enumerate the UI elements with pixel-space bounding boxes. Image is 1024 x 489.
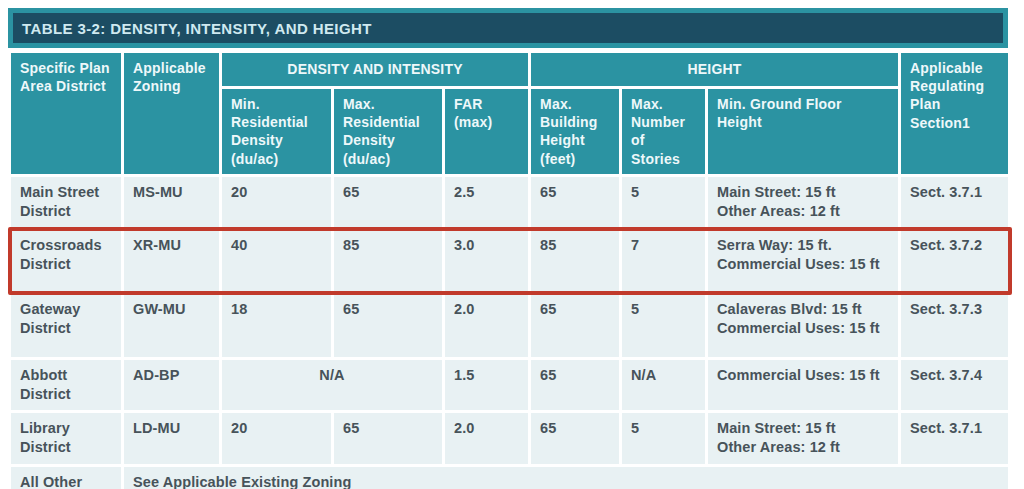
cell-min-density: 20 bbox=[221, 175, 333, 228]
cell-max-stories: 5 bbox=[621, 175, 707, 228]
col-group-density-and-intensity: DENSITY AND INTENSITY bbox=[221, 52, 530, 88]
cell-max-height: 85 bbox=[530, 229, 621, 293]
cell-district: Crossroads District bbox=[10, 229, 123, 293]
cell-max-stories: 7 bbox=[621, 229, 707, 293]
cell-district: Gateway District bbox=[10, 293, 123, 359]
cell-max-density: 65 bbox=[333, 412, 444, 465]
col-header-max-number-of-stories: Max. Number of Stories bbox=[621, 88, 707, 176]
cell-section: Sect. 3.7.1 bbox=[900, 412, 1010, 465]
table-row-gateway: Gateway District GW-MU 18 65 2.0 65 5 Ca… bbox=[10, 293, 1010, 359]
cell-max-density: 65 bbox=[333, 293, 444, 359]
cell-district: Abbott District bbox=[10, 359, 123, 412]
cell-far: 3.0 bbox=[444, 229, 530, 293]
cell-far: 2.5 bbox=[444, 175, 530, 228]
table-row-abbott: Abbott District AD-BP N/A 1.5 65 N/A Com… bbox=[10, 359, 1010, 412]
cell-combined-density-na: N/A bbox=[221, 359, 444, 412]
cell-max-height: 65 bbox=[530, 359, 621, 412]
col-header-min-residential-density: Min. Residential Density (du/ac) bbox=[221, 88, 333, 176]
cell-section: Sect. 3.7.1 bbox=[900, 175, 1010, 228]
zoning-table: Specific Plan Area District Applicable Z… bbox=[8, 50, 1011, 489]
table-row-crossroads: Crossroads District XR-MU 40 85 3.0 85 7… bbox=[10, 229, 1010, 293]
table-title-bar: TABLE 3-2: DENSITY, INTENSITY, AND HEIGH… bbox=[8, 8, 1008, 48]
col-group-height: HEIGHT bbox=[530, 52, 900, 88]
cell-district: Library District bbox=[10, 412, 123, 465]
cell-far: 2.0 bbox=[444, 293, 530, 359]
table-row-all-other-areas: All Other Areas See Applicable Existing … bbox=[10, 465, 1010, 489]
cell-ground-floor: Calaveras Blvd: 15 ft Commercial Uses: 1… bbox=[707, 293, 900, 359]
cell-zoning: MS-MU bbox=[123, 175, 221, 228]
col-header-applicable-regulating-plan-section: Applicable Regulating Plan Section1 bbox=[900, 52, 1010, 176]
col-header-applicable-zoning: Applicable Zoning bbox=[123, 52, 221, 176]
cell-max-height: 65 bbox=[530, 412, 621, 465]
table-row-library: Library District LD-MU 20 65 2.0 65 5 Ma… bbox=[10, 412, 1010, 465]
table-row-main-street: Main Street District MS-MU 20 65 2.5 65 … bbox=[10, 175, 1010, 228]
cell-max-stories: 5 bbox=[621, 412, 707, 465]
col-header-far-max: FAR (max) bbox=[444, 88, 530, 176]
cell-existing-zoning-note: See Applicable Existing Zoning bbox=[123, 465, 1010, 489]
cell-zoning: GW-MU bbox=[123, 293, 221, 359]
cell-ground-floor: Main Street: 15 ft Other Areas: 12 ft bbox=[707, 175, 900, 228]
cell-district: All Other Areas bbox=[10, 465, 123, 489]
cell-section: Sect. 3.7.3 bbox=[900, 293, 1010, 359]
cell-max-stories: N/A bbox=[621, 359, 707, 412]
cell-max-density: 65 bbox=[333, 175, 444, 228]
header-row-groups: Specific Plan Area District Applicable Z… bbox=[10, 52, 1010, 88]
cell-max-density: 85 bbox=[333, 229, 444, 293]
cell-max-stories: 5 bbox=[621, 293, 707, 359]
cell-section: Sect. 3.7.4 bbox=[900, 359, 1010, 412]
col-header-specific-plan-area-district: Specific Plan Area District bbox=[10, 52, 123, 176]
cell-max-height: 65 bbox=[530, 293, 621, 359]
cell-min-density: 20 bbox=[221, 412, 333, 465]
cell-zoning: AD-BP bbox=[123, 359, 221, 412]
cell-zoning: XR-MU bbox=[123, 229, 221, 293]
cell-min-density: 40 bbox=[221, 229, 333, 293]
table-wrapper: TABLE 3-2: DENSITY, INTENSITY, AND HEIGH… bbox=[8, 8, 1008, 489]
cell-section: Sect. 3.7.2 bbox=[900, 229, 1010, 293]
cell-far: 1.5 bbox=[444, 359, 530, 412]
col-header-max-building-height: Max. Building Height (feet) bbox=[530, 88, 621, 176]
cell-min-density: 18 bbox=[221, 293, 333, 359]
cell-district: Main Street District bbox=[10, 175, 123, 228]
cell-ground-floor: Serra Way: 15 ft. Commercial Uses: 15 ft bbox=[707, 229, 900, 293]
cell-zoning: LD-MU bbox=[123, 412, 221, 465]
cell-ground-floor: Main Street: 15 ft Other Areas: 12 ft bbox=[707, 412, 900, 465]
cell-ground-floor: Commercial Uses: 15 ft bbox=[707, 359, 900, 412]
col-header-max-residential-density: Max. Residential Density (du/ac) bbox=[333, 88, 444, 176]
page: TABLE 3-2: DENSITY, INTENSITY, AND HEIGH… bbox=[0, 0, 1024, 489]
col-header-min-ground-floor-height: Min. Ground Floor Height bbox=[707, 88, 900, 176]
table-title: TABLE 3-2: DENSITY, INTENSITY, AND HEIGH… bbox=[22, 20, 372, 37]
cell-max-height: 65 bbox=[530, 175, 621, 228]
cell-far: 2.0 bbox=[444, 412, 530, 465]
